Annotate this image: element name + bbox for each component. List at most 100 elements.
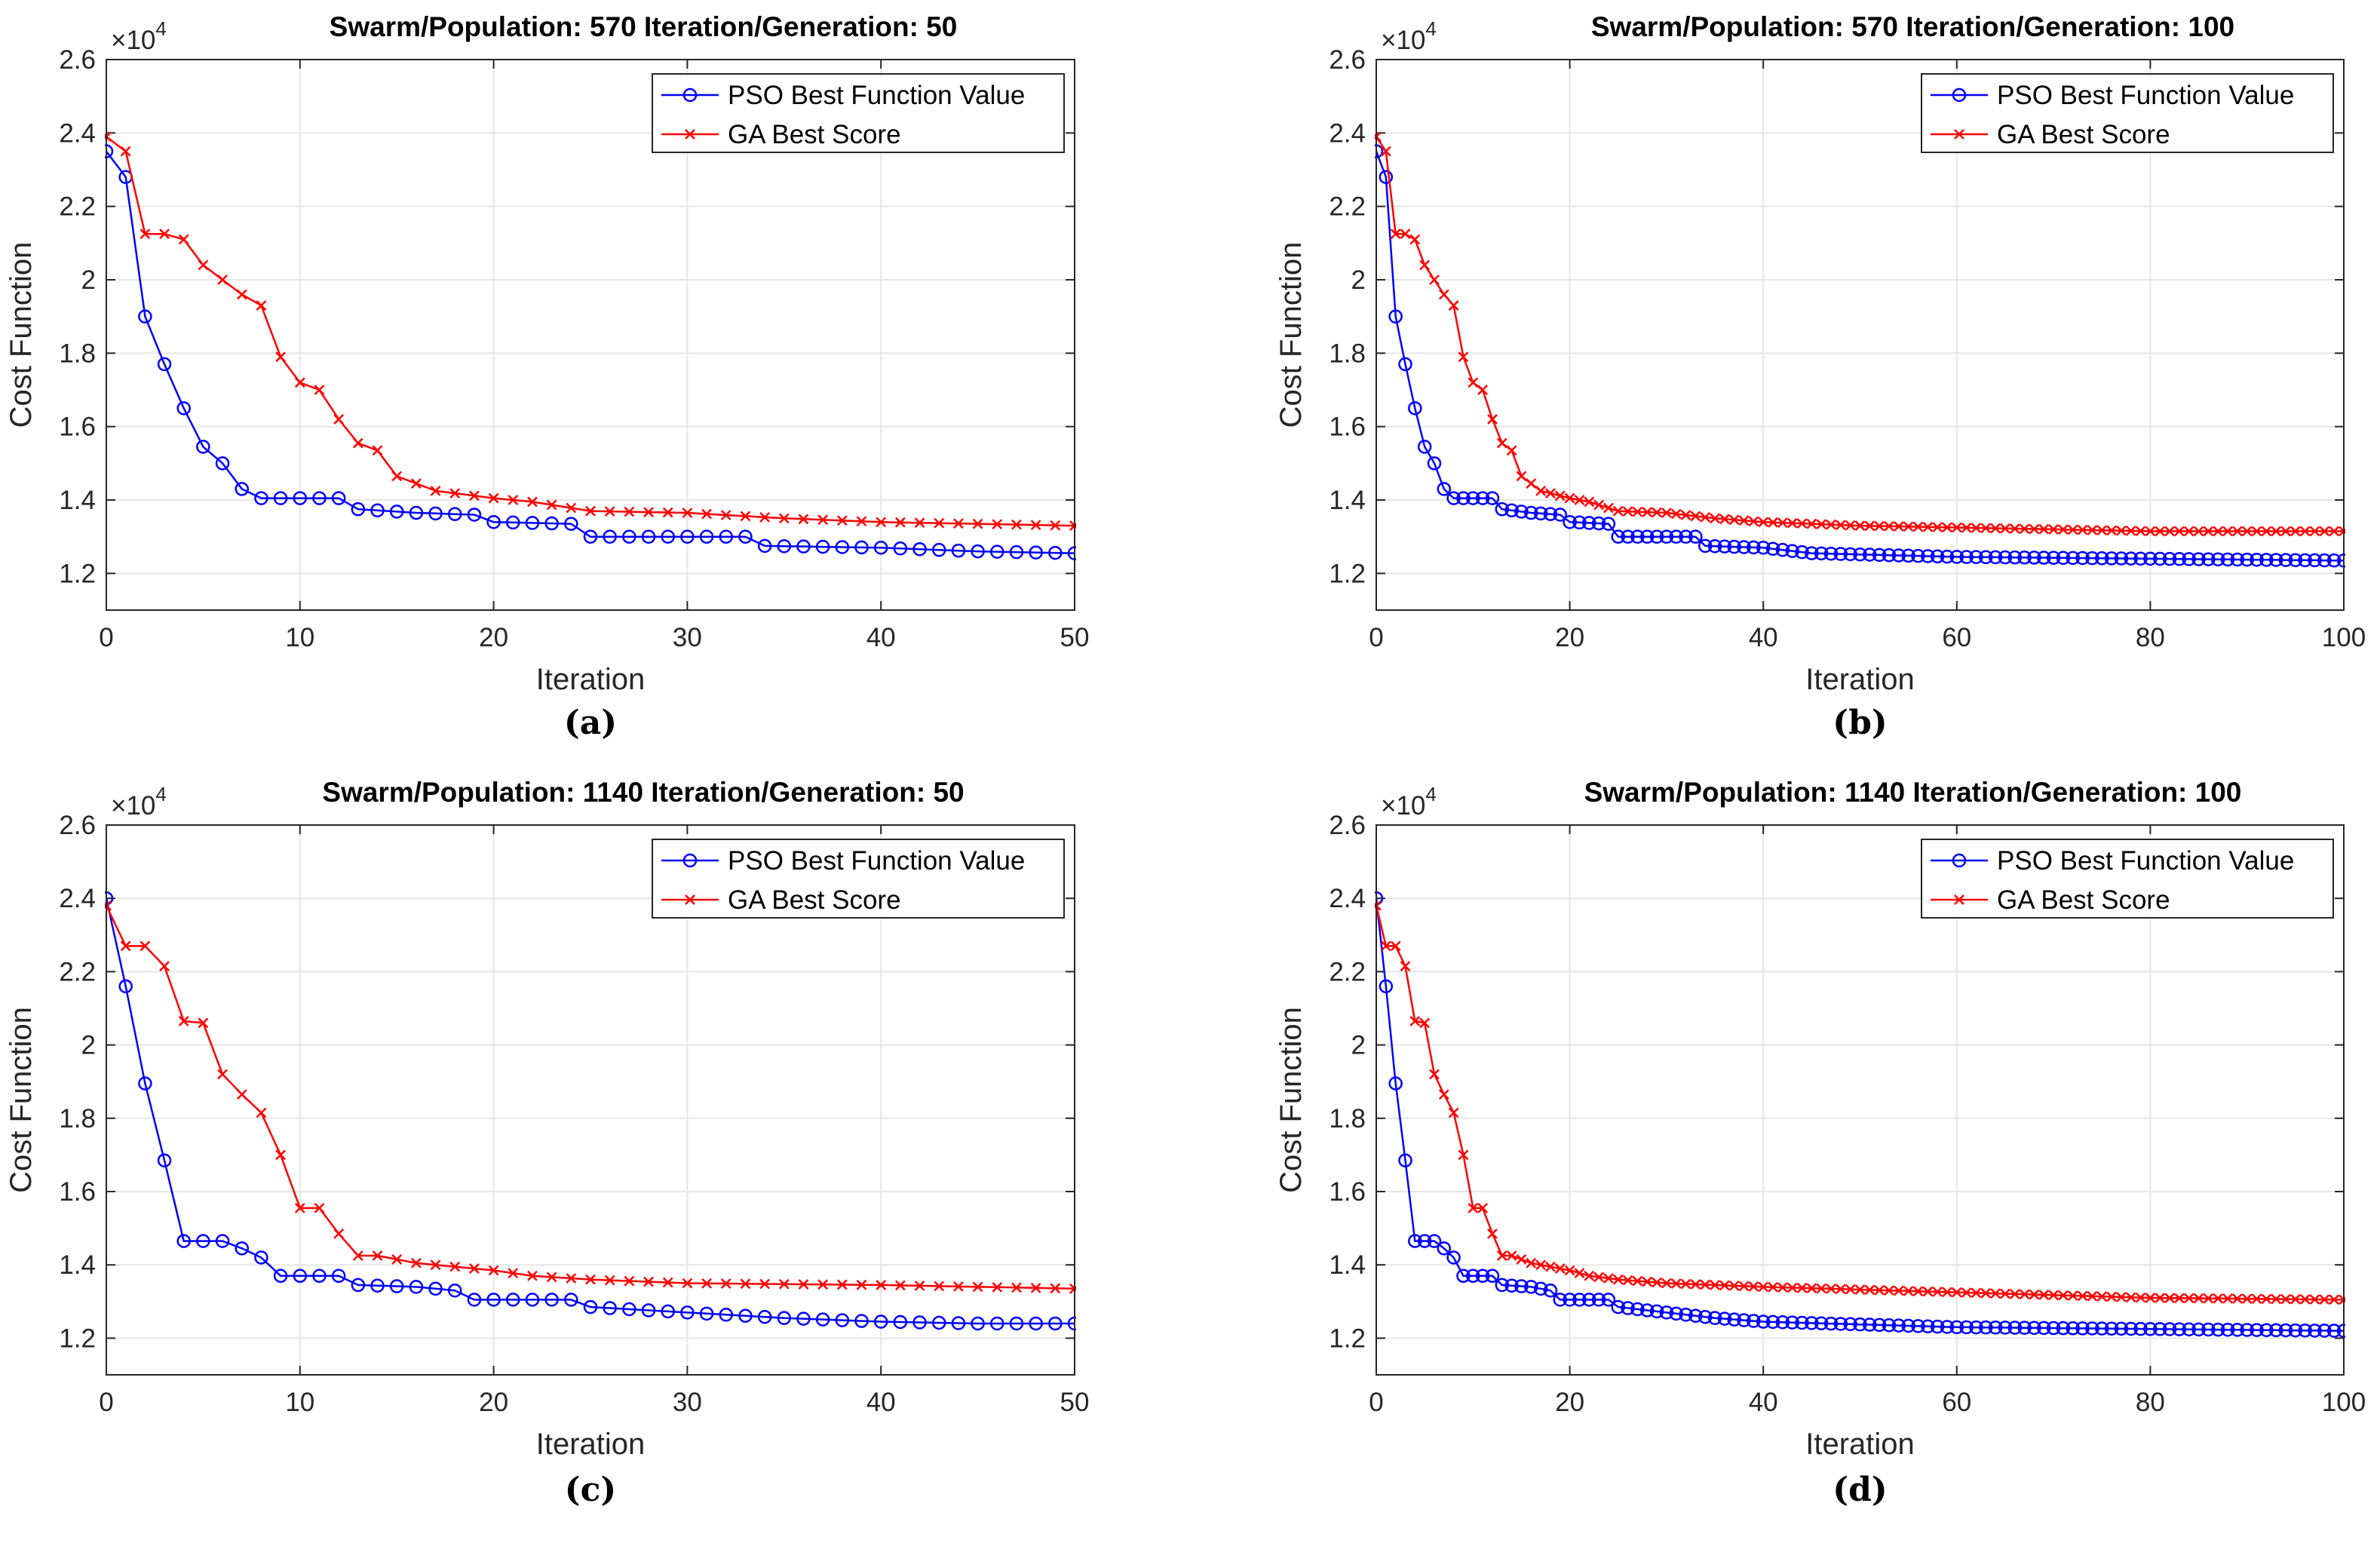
data-point <box>603 1301 617 1315</box>
data-point <box>972 1281 983 1293</box>
data-point <box>719 1308 734 1322</box>
data-point <box>992 1281 1003 1293</box>
data-point <box>351 502 366 517</box>
data-point <box>1833 1317 1848 1331</box>
data-point <box>1504 503 1519 518</box>
data-point <box>2152 551 2167 566</box>
x-axis-label: Iteration <box>1805 1428 1915 1461</box>
data-point <box>1872 548 1887 563</box>
data-point <box>1652 1277 1662 1288</box>
data-point <box>312 1268 327 1284</box>
data-point <box>1659 1305 1674 1320</box>
data-point <box>1564 492 1575 504</box>
series-ga <box>1375 131 2345 537</box>
x-tick-label: 60 <box>1942 1388 1971 1417</box>
data-point <box>2299 526 2311 537</box>
data-point <box>409 1280 424 1294</box>
data-point <box>1593 1272 1604 1283</box>
data-point <box>2222 526 2233 537</box>
data-point <box>914 1281 925 1291</box>
data-point <box>1584 496 1595 508</box>
data-point <box>2085 1321 2099 1336</box>
legend-box <box>652 839 1065 919</box>
data-point <box>1632 506 1643 517</box>
legend-label: PSO Best Function Value <box>1997 846 2294 876</box>
data-point <box>624 1275 635 1287</box>
panel-caption: (b) <box>1833 704 1887 742</box>
x-tick-label: 20 <box>479 1388 508 1417</box>
x-tick-label: 0 <box>99 623 113 652</box>
data-point <box>2290 526 2301 537</box>
data-point <box>2222 1293 2233 1304</box>
data-point <box>1477 385 1489 395</box>
data-point <box>1591 516 1606 531</box>
data-point <box>2155 1293 2166 1303</box>
data-point <box>1438 289 1449 300</box>
legend-marker <box>1954 129 1964 140</box>
data-point <box>1747 540 1761 555</box>
data-point <box>1805 1316 1819 1330</box>
data-point <box>1504 1278 1519 1293</box>
data-point <box>2317 1324 2332 1338</box>
data-point <box>1030 1282 1041 1293</box>
data-point <box>1988 550 2003 565</box>
legend-label: GA Best Score <box>728 120 901 149</box>
data-point <box>876 1280 887 1290</box>
data-point <box>951 543 966 558</box>
data-point <box>1979 1320 1993 1335</box>
legend: PSO Best Function Value GA Best Score <box>652 839 1065 919</box>
data-point <box>486 514 501 529</box>
data-point <box>1603 502 1614 514</box>
data-point <box>740 1278 751 1290</box>
data-point <box>488 492 499 504</box>
y-tick-label: 1.4 <box>1329 486 1366 515</box>
data-point <box>701 508 712 520</box>
data-point <box>254 491 268 505</box>
data-point <box>1496 1250 1507 1261</box>
y-tick-label: 2.2 <box>1329 192 1366 222</box>
data-point <box>934 1281 945 1292</box>
data-point <box>2329 1294 2340 1305</box>
data-point <box>1516 1254 1527 1265</box>
data-point <box>1408 1234 1422 1248</box>
data-point <box>506 1293 520 1307</box>
data-point <box>333 1229 345 1239</box>
data-point <box>1756 1314 1771 1329</box>
data-point <box>2116 1291 2127 1302</box>
data-point <box>1814 546 1829 561</box>
x-tick-label: 10 <box>285 1388 314 1417</box>
data-point <box>699 1306 714 1321</box>
y-tick-label: 2.6 <box>1329 45 1366 75</box>
data-point <box>1446 491 1461 505</box>
y-tick-label: 1.6 <box>1329 413 1366 442</box>
data-point <box>1796 518 1808 529</box>
data-point <box>2319 1294 2330 1305</box>
data-point <box>719 529 734 544</box>
data-point <box>1961 1287 1972 1298</box>
data-point <box>1554 1263 1566 1274</box>
data-point <box>2145 526 2156 537</box>
data-point <box>2000 1288 2010 1299</box>
data-point <box>1787 517 1798 529</box>
data-point <box>1679 529 1693 544</box>
data-point <box>1980 523 1992 534</box>
y-tick-label: 1.8 <box>1329 1104 1366 1133</box>
data-point <box>273 1268 288 1284</box>
data-point <box>293 1268 308 1284</box>
data-point <box>1940 549 1955 564</box>
data-point <box>2095 1321 2109 1336</box>
data-point <box>1652 507 1662 518</box>
y-tick-label: 2.4 <box>59 884 96 913</box>
data-point <box>701 1278 712 1289</box>
data-point <box>157 1153 172 1167</box>
data-point <box>2029 523 2040 535</box>
data-point <box>1506 1250 1517 1261</box>
data-point <box>643 507 654 517</box>
data-point <box>1775 542 1790 557</box>
series-ga <box>105 900 1076 1294</box>
data-point <box>2288 553 2303 567</box>
data-point <box>2261 1293 2272 1305</box>
data-point <box>1951 522 1962 533</box>
data-point <box>1390 229 1401 240</box>
data-point <box>1048 1316 1063 1331</box>
